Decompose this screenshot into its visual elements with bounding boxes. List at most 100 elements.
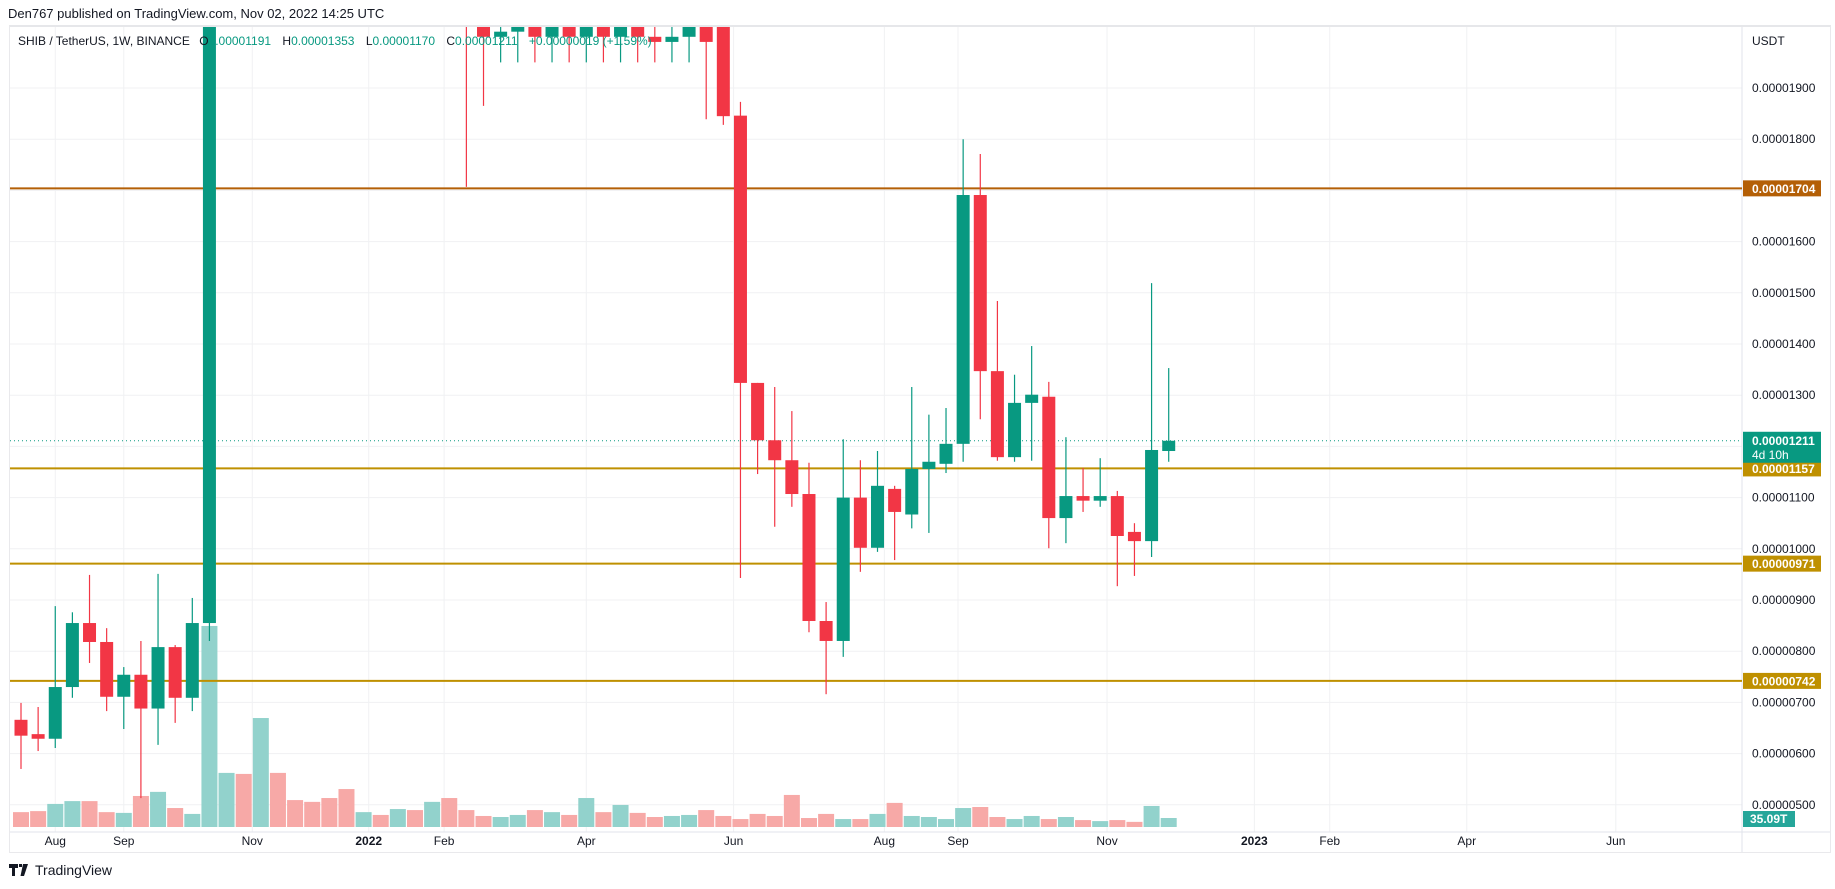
chart-frame (9, 25, 1831, 853)
candle[interactable] (202, 0, 216, 641)
symbol-legend: SHIB / TetherUS, 1W, BINANCE O0.00001191… (18, 34, 660, 48)
candle[interactable] (819, 602, 833, 695)
candle[interactable] (545, 0, 559, 63)
candle[interactable] (562, 0, 576, 63)
candle[interactable] (716, 0, 730, 125)
volume-bar (509, 814, 526, 827)
candle[interactable] (134, 640, 148, 799)
volume-bar (287, 800, 304, 827)
candle[interactable] (168, 645, 182, 723)
candle[interactable] (631, 0, 645, 63)
volume-bar (1126, 821, 1143, 827)
candle[interactable] (14, 702, 28, 769)
candle[interactable] (100, 628, 114, 712)
volume-badge (1743, 811, 1795, 827)
candle[interactable] (973, 154, 987, 420)
candle[interactable] (990, 300, 1004, 461)
volume-bar (372, 814, 389, 827)
candle[interactable] (699, 0, 713, 120)
candle[interactable] (614, 0, 628, 63)
candle[interactable] (83, 574, 97, 663)
volume-bar (1040, 819, 1057, 827)
time-tick: Nov (1096, 834, 1117, 848)
price-tick: 0.00000600 (1752, 747, 1816, 761)
time-tick: Sep (947, 834, 969, 848)
price-tick: 0.00001100 (1752, 491, 1815, 505)
candle[interactable] (1025, 346, 1039, 461)
level-badge-text: 0.00000742 (1752, 674, 1816, 688)
candle[interactable] (802, 462, 816, 633)
volume-bar (698, 810, 715, 827)
price-tick: 0.00001800 (1752, 132, 1816, 146)
candle[interactable] (733, 101, 747, 578)
candle[interactable] (579, 0, 593, 63)
candle[interactable] (460, 0, 473, 187)
candle[interactable] (1110, 490, 1124, 587)
price-tick: 0.00001900 (1752, 81, 1816, 95)
volume-bar (852, 819, 869, 827)
price-tick: 0.00001300 (1752, 388, 1816, 402)
price-tick: 0.00001000 (1752, 542, 1816, 556)
candle[interactable] (1162, 368, 1176, 462)
candle[interactable] (1042, 381, 1056, 549)
price-axis[interactable]: USDT0.000019000.000018000.000017000.0000… (1743, 34, 1821, 827)
candle[interactable] (185, 597, 199, 712)
candle[interactable] (751, 382, 765, 475)
candle[interactable] (853, 460, 867, 572)
time-tick: Nov (242, 834, 263, 848)
candle[interactable] (151, 573, 165, 745)
candle[interactable] (1127, 523, 1141, 576)
symbol-title[interactable]: SHIB / TetherUS, 1W, BINANCE (18, 34, 190, 48)
candle[interactable] (905, 387, 919, 529)
candle[interactable] (65, 612, 79, 698)
time-tick: Jun (1606, 834, 1625, 848)
candle[interactable] (956, 139, 970, 462)
volume-bar (938, 819, 955, 827)
candle[interactable] (48, 606, 62, 748)
volume-bar (595, 812, 612, 827)
volume-bar (800, 818, 817, 827)
candle[interactable] (528, 0, 542, 63)
low-value: 0.00001170 (372, 34, 436, 48)
volume-bar (115, 812, 132, 827)
volume-bar (1143, 805, 1160, 827)
candle[interactable] (939, 408, 953, 474)
volume-bar (646, 817, 663, 827)
volume-bar (526, 810, 543, 827)
volume-bar (1057, 817, 1074, 827)
candle[interactable] (31, 707, 45, 752)
time-tick: Aug (45, 834, 66, 848)
candle[interactable] (682, 0, 696, 63)
candle[interactable] (477, 0, 491, 106)
candle[interactable] (596, 0, 610, 63)
volume-bars (13, 625, 1177, 827)
volume-bar (184, 813, 201, 827)
tradingview-logo-icon (9, 864, 28, 876)
price-tick: 0.00000700 (1752, 695, 1816, 709)
volume-bar (749, 813, 766, 827)
candle[interactable] (922, 414, 936, 533)
candle[interactable] (511, 0, 525, 63)
open-label: O (199, 34, 209, 48)
candle[interactable] (117, 667, 131, 730)
high-value: 0.00001353 (291, 34, 355, 48)
candle[interactable] (836, 439, 850, 657)
candle[interactable] (1059, 437, 1073, 544)
candle[interactable] (1093, 458, 1107, 507)
candle[interactable] (888, 485, 902, 561)
candle[interactable] (785, 411, 799, 507)
candle[interactable] (648, 0, 662, 63)
candle[interactable] (1145, 283, 1159, 557)
candle[interactable] (871, 451, 884, 552)
time-axis[interactable]: Aug Sep Nov 2022 Feb Apr Jun Aug Sep Nov 2023 Feb Ap… (45, 834, 1626, 848)
candle[interactable] (1008, 374, 1022, 462)
candle[interactable] (768, 387, 782, 527)
candle[interactable] (665, 0, 679, 63)
volume-bar (81, 801, 98, 827)
volume-bar (389, 809, 406, 827)
volume-bar (766, 815, 783, 827)
candle[interactable] (1076, 467, 1090, 512)
candle[interactable] (494, 0, 508, 63)
candles (14, 0, 1176, 799)
